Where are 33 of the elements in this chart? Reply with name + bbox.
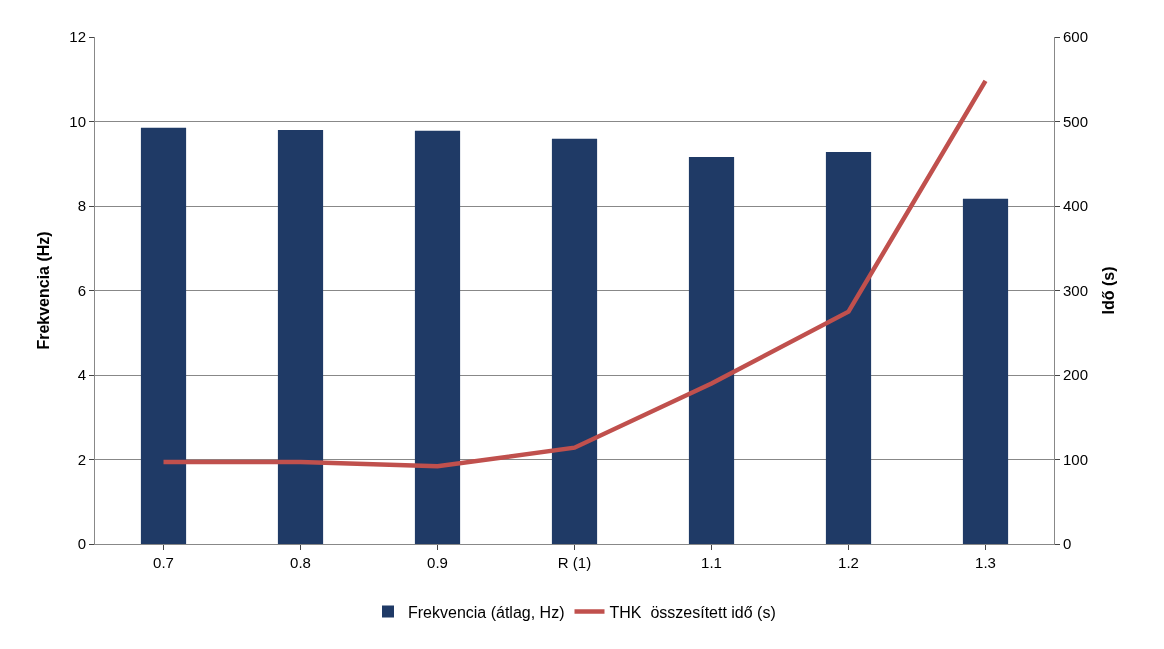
line-series (161, 78, 988, 469)
y2-tick-label: 200 (1063, 366, 1089, 384)
y2-tick-label: 0 (1063, 535, 1072, 553)
x-tick-label: 1.1 (701, 554, 722, 571)
bar (962, 198, 1009, 544)
bar (688, 156, 735, 544)
y2-tick-label: 500 (1063, 112, 1089, 130)
y-tick-label: 4 (77, 366, 86, 384)
y2-tick-label: 600 (1063, 28, 1089, 46)
y-tick-label: 12 (69, 28, 86, 46)
x-tick-label: 0.7 (153, 554, 174, 571)
y-tick-label: 6 (77, 281, 86, 299)
bar (140, 127, 187, 544)
y2-axis-title: Idő (s) (1099, 266, 1117, 315)
y-tick-label: 0 (77, 535, 86, 553)
y-tick-label: 2 (77, 450, 86, 468)
y-tick-label: 8 (77, 197, 86, 215)
legend-label: Frekvencia (átlag, Hz) (408, 603, 565, 621)
y2-tick-label: 100 (1063, 450, 1089, 468)
legend-label: THK összesített idő (s) (609, 603, 776, 621)
x-tick-label: R (1) (557, 554, 592, 571)
y-tick-label: 10 (69, 112, 86, 130)
bar (414, 130, 461, 544)
bar (825, 151, 872, 544)
bar (551, 138, 598, 544)
x-tick-label: 0.8 (290, 554, 311, 571)
x-tick-label: 1.2 (838, 554, 859, 571)
x-tick-label: 1.3 (975, 554, 996, 571)
bar (277, 129, 324, 544)
x-tick-label: 0.9 (427, 554, 448, 571)
y2-tick-label: 300 (1063, 281, 1089, 299)
y-axis-title: Frekvencia (Hz) (35, 231, 53, 350)
y2-tick-label: 400 (1063, 197, 1089, 215)
